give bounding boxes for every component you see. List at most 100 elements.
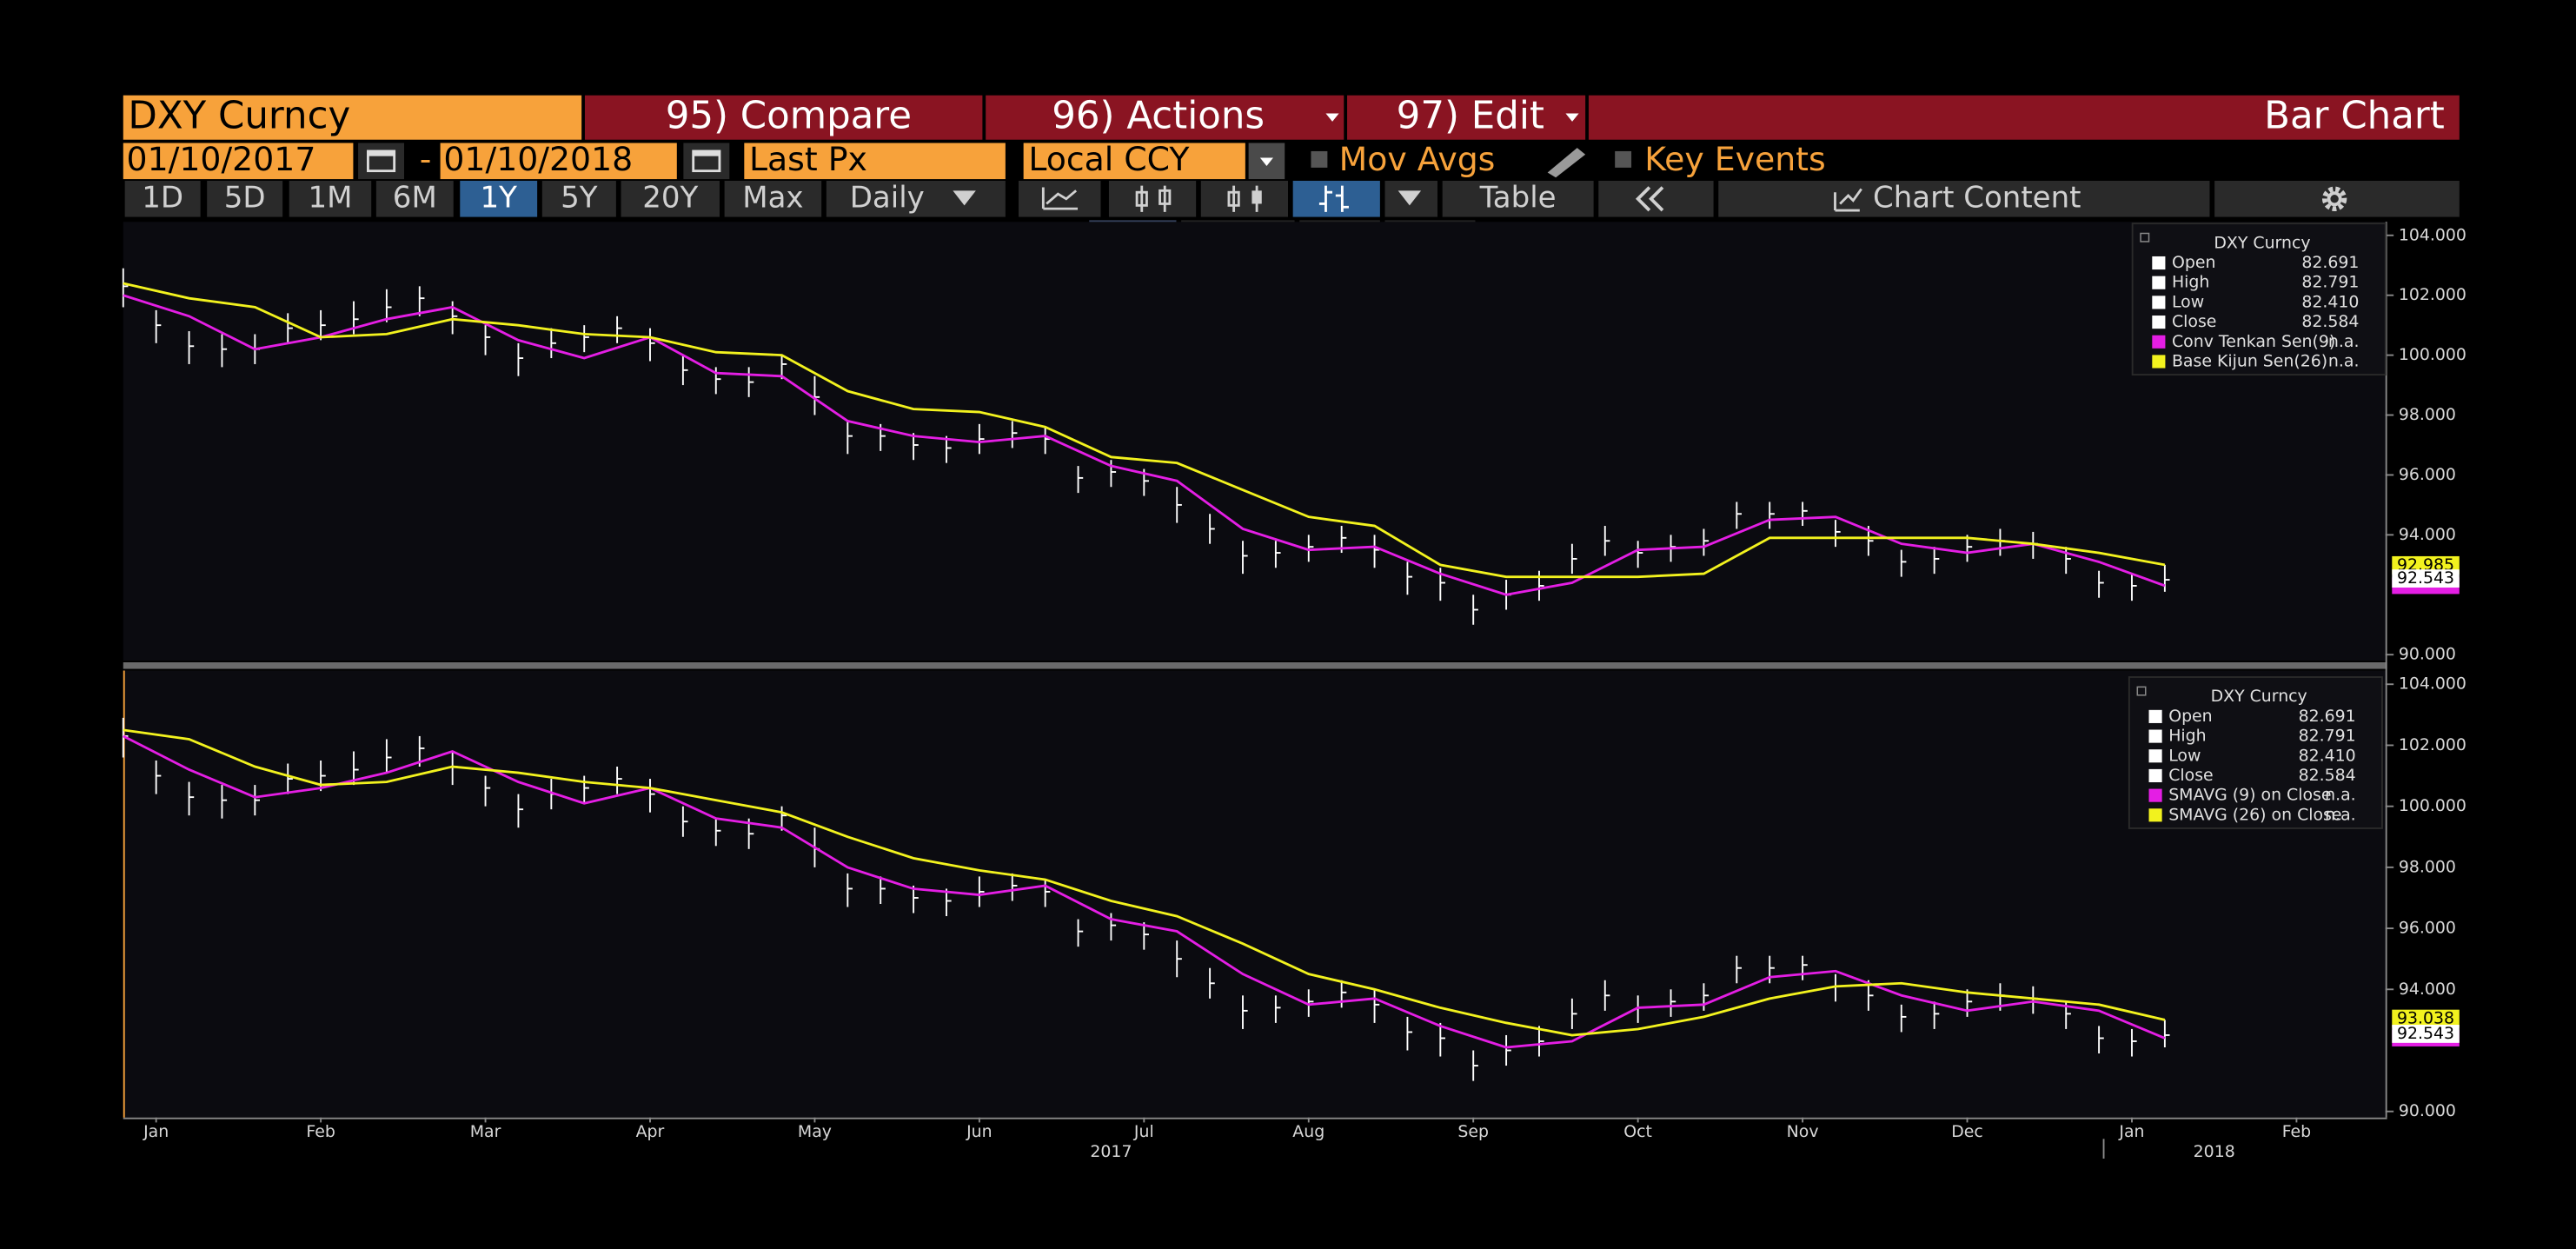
legend-swatch [2148,788,2162,802]
dropdown-arrow [1325,113,1339,122]
legend-name: SMAVG (9) on Close [2168,786,2331,805]
end-date: 01/10/2018 [443,140,633,178]
legend-value: 82.691 [2301,253,2359,272]
menu-button[interactable] [584,95,983,140]
menu-edit: 97) Edit [1397,95,1544,138]
x-tick-label: Jan [2118,1122,2144,1141]
pencil-icon[interactable] [1547,148,1586,178]
y-tick-label: 96.000 [2399,465,2456,484]
legend-value: 82.584 [2299,766,2356,785]
legend-name: Low [2172,292,2204,311]
legend-swatch [2148,768,2162,783]
security-box[interactable] [123,95,582,140]
dropdown-arrow [1565,113,1579,122]
frequency-button[interactable] [826,180,1006,217]
bottom-panel [123,670,2386,1118]
menu-button[interactable] [986,95,1344,140]
legend-value: n.a. [2328,351,2360,370]
indicator-line [123,734,2166,1049]
legend-name: High [2172,273,2209,292]
period-button[interactable] [724,180,822,217]
legend-swatch [2148,808,2162,822]
y-tick-label: 94.000 [2399,525,2456,544]
title-bar [1588,95,2460,140]
x-tick-label: Nov [1787,1122,1819,1141]
start-date-box[interactable] [123,143,354,180]
legend-swatch [2152,296,2166,309]
legend-value: n.a. [2325,786,2356,805]
period-button[interactable] [541,180,616,217]
period-label: 1M [308,180,352,215]
checkbox[interactable] [1311,150,1328,168]
y-tick-label: 104.000 [2399,674,2466,694]
period-button[interactable] [460,180,538,217]
legend-name: SMAVG (26) on Close [2168,805,2341,824]
chart-content-button[interactable] [1718,180,2210,217]
y-tick-label: 102.000 [2399,735,2466,754]
candle-icon [1227,190,1240,207]
legend-name: Open [2168,707,2212,726]
period-label: 1D [142,180,183,215]
legend-value: 82.410 [2301,292,2359,311]
calendar-button[interactable] [683,143,730,180]
line-chart-button[interactable] [1018,180,1101,217]
last-value-tag [2392,1025,2460,1043]
legend-toggle[interactable] [2140,232,2150,242]
frequency: Daily [850,180,925,215]
legend-toggle[interactable] [2136,686,2147,696]
y-tick-label: 100.000 [2399,345,2466,364]
x-tick-label: Feb [2282,1122,2311,1141]
y-tick-label: 100.000 [2399,796,2466,815]
last-value-tag [2392,569,2460,588]
legend-name: Close [2172,312,2216,331]
menu-button[interactable] [1347,95,1586,140]
candle-button[interactable] [1108,180,1197,217]
legend-value: 82.584 [2301,312,2359,331]
field-box[interactable] [744,143,1006,180]
security: DXY Curncy [128,95,350,138]
period-button[interactable] [124,180,201,217]
year-label: 2018 [2194,1142,2235,1161]
candle-button[interactable] [1200,180,1288,217]
last-value-label: 92.543 [2397,568,2454,588]
x-tick-label: May [798,1122,832,1141]
checkbox[interactable] [1615,150,1632,168]
collapse-button[interactable] [1598,180,1714,217]
period-label: 6M [393,180,437,215]
option-mov-avgs: Mov Avgs [1339,140,1496,178]
line-chart-icon [1041,187,1079,210]
legend-value: n.a. [2325,805,2356,824]
legend-title: DXY Curncy [2211,687,2307,706]
y-tick-label: 96.000 [2399,919,2456,938]
period-button[interactable] [207,180,283,217]
start-date: 01/10/2017 [127,140,316,178]
calendar-button[interactable] [358,143,405,180]
x-tick-label: Feb [306,1122,335,1141]
y-tick-label: 102.000 [2399,285,2466,304]
legend-swatch [2148,709,2162,723]
end-date-box[interactable] [440,143,677,180]
candle-icon [1135,190,1148,207]
field: Last Px [749,140,867,178]
x-tick-label: Jul [1133,1122,1154,1141]
legend-swatch [2152,256,2166,270]
currency-box[interactable] [1023,143,1245,180]
indicator-line [123,294,2166,596]
bar-chart-button[interactable] [1292,180,1380,217]
period-label: 1Y [480,180,517,215]
period-label: 5Y [561,180,598,215]
legend-value: 82.691 [2299,707,2356,726]
y-tick-label: 98.000 [2399,405,2456,424]
legend-name: Low [2168,746,2201,765]
legend-box [2131,223,2387,376]
x-tick-label: Mar [470,1122,501,1141]
period-button[interactable] [375,180,454,217]
period-button[interactable] [621,180,720,217]
legend-swatch [2152,316,2166,329]
candle-icon [1251,190,1262,204]
legend-name: Open [2172,253,2215,272]
period-button[interactable] [289,180,372,217]
table-button[interactable] [1442,180,1594,217]
settings-button[interactable] [2214,180,2460,217]
